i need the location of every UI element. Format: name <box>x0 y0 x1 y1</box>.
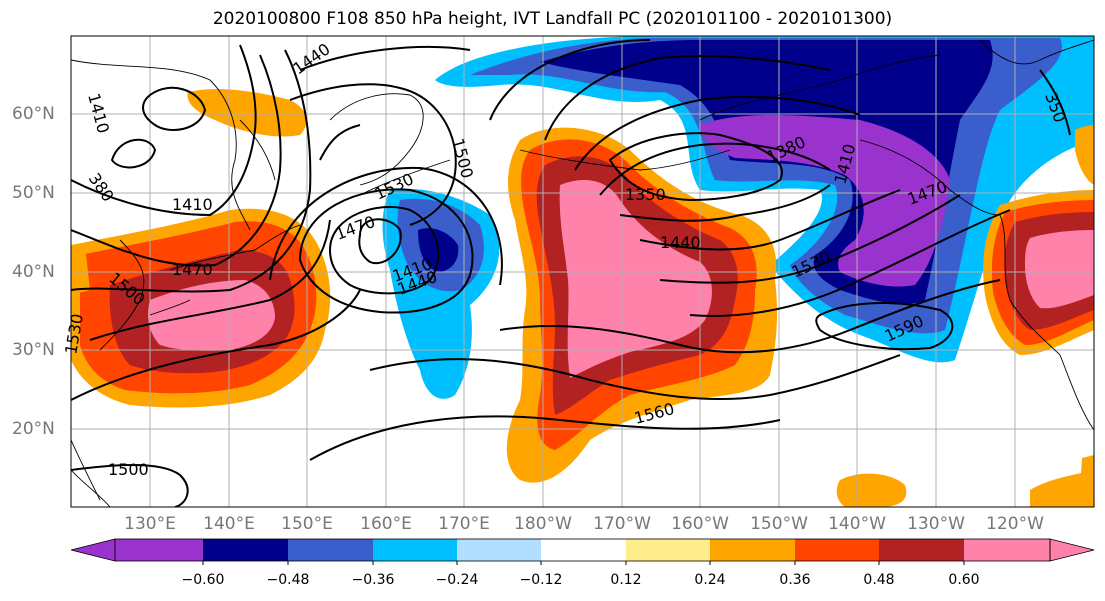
lon-label-120w: 120°W <box>986 514 1044 534</box>
colorbar <box>70 538 1095 565</box>
lon-label-150e: 150°E <box>281 514 333 534</box>
colorbar-tick-label: −0.24 <box>435 572 479 588</box>
colorbar-bin <box>373 539 457 561</box>
colorbar-tick-label: 0.12 <box>610 572 642 588</box>
colorbar-bin <box>710 539 795 561</box>
positive-anomaly-alaska-se <box>1075 125 1094 185</box>
lon-label-160w: 160°W <box>671 514 729 534</box>
contour-label: 1470 <box>172 260 213 279</box>
colorbar-tick-label: −0.60 <box>181 572 225 588</box>
negative-anomaly-north-core <box>700 115 950 287</box>
contour-label: 1350 <box>625 185 666 204</box>
lat-label-50n: 50°N <box>12 183 55 203</box>
colorbar-bin <box>203 539 288 561</box>
colorbar-tick-label: 0.24 <box>694 572 726 588</box>
colorbar-tick-label: 0.48 <box>863 572 895 588</box>
colorbar-bin <box>879 539 964 561</box>
lat-label-20n: 20°N <box>12 419 55 439</box>
colorbar-tick-label: 0.36 <box>779 572 811 588</box>
colorbar-bin <box>626 539 710 561</box>
lat-label-60n: 60°N <box>12 104 55 124</box>
contour-label: 1410 <box>172 195 213 214</box>
lon-label-130w: 130°W <box>907 514 965 534</box>
chart-title: 2020100800 F108 850 hPa height, IVT Land… <box>212 9 893 29</box>
contour-label: 1440 <box>660 233 701 252</box>
lon-label-180w: 180°W <box>514 514 572 534</box>
lon-label-140w: 140°W <box>828 514 886 534</box>
colorbar-tick-label: −0.12 <box>519 572 563 588</box>
lon-label-140e: 140°E <box>203 514 255 534</box>
colorbar-bin <box>288 539 373 561</box>
positive-anomaly-se <box>1030 470 1094 507</box>
lat-label-30n: 30°N <box>12 340 55 360</box>
colorbar-tick-label: −0.48 <box>266 572 310 588</box>
positive-anomaly-hawaii-south <box>836 473 907 507</box>
colorbar-max-extend <box>1049 538 1095 562</box>
positive-anomaly-japan-core <box>148 280 275 351</box>
contour-label: 1500 <box>108 460 149 479</box>
lon-label-170e: 170°E <box>438 514 490 534</box>
colorbar-bin <box>795 539 879 561</box>
positive-anomaly-us-core <box>1025 230 1094 309</box>
ivt-shading <box>71 36 1094 507</box>
positive-anomaly-far-se <box>1080 455 1094 490</box>
colorbar-tick-label: −0.36 <box>351 572 395 588</box>
colorbar-tick-label: 0.60 <box>948 572 980 588</box>
colorbar-bin <box>457 539 541 561</box>
lat-label-40n: 40°N <box>12 262 55 282</box>
colorbar-min-extend <box>70 538 116 562</box>
positive-anomaly-west-coast <box>71 245 90 295</box>
map-frame <box>70 35 1095 508</box>
colorbar-bin <box>115 539 203 561</box>
positive-anomaly-okhotsk <box>187 89 307 137</box>
lon-label-130e: 130°E <box>124 514 176 534</box>
lon-label-160e: 160°E <box>360 514 412 534</box>
colorbar-bin <box>541 539 626 561</box>
lon-label-150w: 150°W <box>750 514 808 534</box>
height-contours <box>71 39 1071 507</box>
colorbar-bin <box>964 539 1050 561</box>
lon-label-170w: 170°W <box>593 514 651 534</box>
